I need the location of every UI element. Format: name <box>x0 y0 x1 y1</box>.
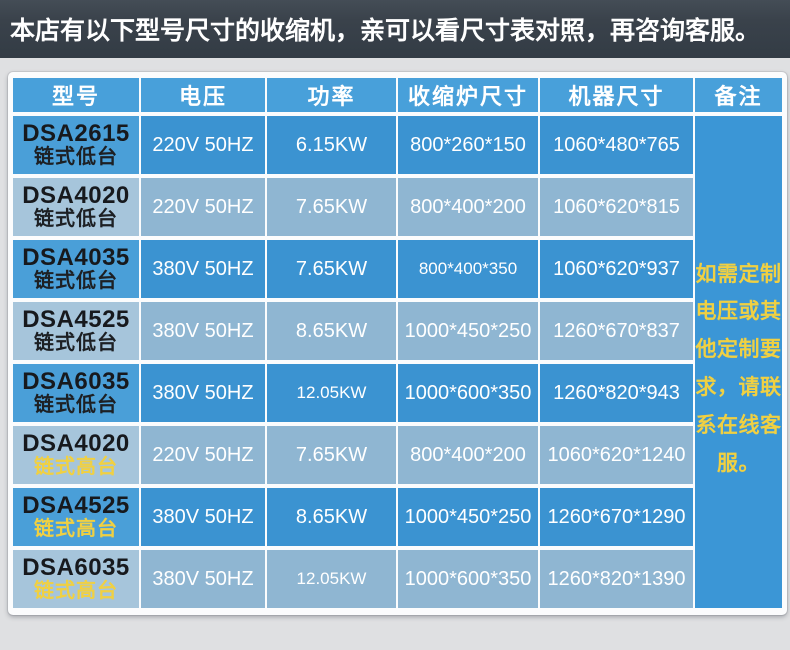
banner: 本店有以下型号尺寸的收缩机，亲可以看尺寸表对照，再咨询客服。 <box>0 0 790 58</box>
header-machine-size: 机器尺寸 <box>540 78 693 112</box>
header-model: 型号 <box>13 78 139 112</box>
model-variant: 链式高台 <box>34 456 118 479</box>
model-number: DSA4020 <box>22 430 130 458</box>
power-cell: 7.65KW <box>267 240 396 298</box>
voltage-cell: 380V 50HZ <box>141 364 265 422</box>
model-number: DSA4525 <box>22 306 130 334</box>
voltage-cell: 380V 50HZ <box>141 488 265 546</box>
model-variant: 链式低台 <box>34 394 118 417</box>
furnace-size-cell: 800*400*200 <box>398 426 538 484</box>
model-cell: DSA4020 链式高台 <box>13 426 139 484</box>
model-cell: DSA4020 链式低台 <box>13 178 139 236</box>
header-furnace-size: 收缩炉尺寸 <box>398 78 538 112</box>
power-cell: 12.05KW <box>267 364 396 422</box>
header-remark: 备注 <box>695 78 782 112</box>
machine-size-cell: 1060*620*937 <box>540 240 693 298</box>
header-voltage: 电压 <box>141 78 265 112</box>
model-variant: 链式高台 <box>34 580 118 603</box>
machine-size-cell: 1060*620*815 <box>540 178 693 236</box>
voltage-cell: 380V 50HZ <box>141 550 265 608</box>
model-cell: DSA6035 链式高台 <box>13 550 139 608</box>
model-number: DSA2615 <box>22 120 130 148</box>
voltage-cell: 220V 50HZ <box>141 116 265 174</box>
model-variant: 链式低台 <box>34 208 118 231</box>
furnace-size-cell: 800*260*150 <box>398 116 538 174</box>
spec-table-panel: 型号 电压 功率 收缩炉尺寸 机器尺寸 备注如需定制 电压或其 他定制要 求，请联 系在线… <box>8 72 787 615</box>
machine-size-cell: 1260*670*1290 <box>540 488 693 546</box>
model-variant: 链式高台 <box>34 518 118 541</box>
furnace-size-cell: 1000*450*250 <box>398 302 538 360</box>
furnace-size-cell: 800*400*200 <box>398 178 538 236</box>
model-cell: DSA2615 链式低台 <box>13 116 139 174</box>
machine-size-cell: 1260*820*1390 <box>540 550 693 608</box>
machine-size-cell: 1060*620*1240 <box>540 426 693 484</box>
model-number: DSA6035 <box>22 368 130 396</box>
furnace-size-cell: 1000*600*350 <box>398 550 538 608</box>
voltage-cell: 380V 50HZ <box>141 302 265 360</box>
power-cell: 7.65KW <box>267 426 396 484</box>
model-cell: DSA4035 链式低台 <box>13 240 139 298</box>
power-cell: 8.65KW <box>267 488 396 546</box>
model-variant: 链式低台 <box>34 270 118 293</box>
furnace-size-cell: 800*400*350 <box>398 240 538 298</box>
model-number: DSA4035 <box>22 244 130 272</box>
voltage-cell: 220V 50HZ <box>141 426 265 484</box>
model-number: DSA4525 <box>22 492 130 520</box>
header-power: 功率 <box>267 78 396 112</box>
power-cell: 12.05KW <box>267 550 396 608</box>
power-cell: 6.15KW <box>267 116 396 174</box>
furnace-size-cell: 1000*600*350 <box>398 364 538 422</box>
machine-size-cell: 1260*670*837 <box>540 302 693 360</box>
model-variant: 链式低台 <box>34 146 118 169</box>
banner-text: 本店有以下型号尺寸的收缩机，亲可以看尺寸表对照，再咨询客服。 <box>10 17 761 45</box>
model-cell: DSA4525 链式高台 <box>13 488 139 546</box>
voltage-cell: 220V 50HZ <box>141 178 265 236</box>
model-number: DSA6035 <box>22 554 130 582</box>
model-cell: DSA4525 链式低台 <box>13 302 139 360</box>
model-cell: DSA6035 链式低台 <box>13 364 139 422</box>
spec-table: 型号 电压 功率 收缩炉尺寸 机器尺寸 备注如需定制 电压或其 他定制要 求，请联 系在线… <box>13 78 782 608</box>
remark-cell: 如需定制 电压或其 他定制要 求，请联 系在线客 服。 <box>695 116 782 608</box>
power-cell: 7.65KW <box>267 178 396 236</box>
model-number: DSA4020 <box>22 182 130 210</box>
voltage-cell: 380V 50HZ <box>141 240 265 298</box>
power-cell: 8.65KW <box>267 302 396 360</box>
machine-size-cell: 1060*480*765 <box>540 116 693 174</box>
machine-size-cell: 1260*820*943 <box>540 364 693 422</box>
model-variant: 链式低台 <box>34 332 118 355</box>
furnace-size-cell: 1000*450*250 <box>398 488 538 546</box>
